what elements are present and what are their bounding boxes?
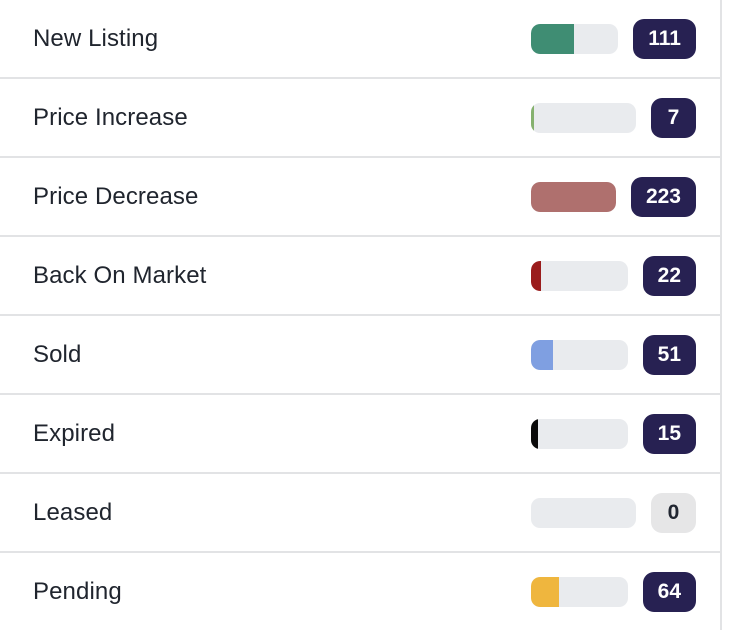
stat-bar-track	[531, 418, 628, 449]
stat-count-badge: 15	[642, 413, 696, 454]
stat-label: Sold	[33, 340, 82, 368]
stat-count-badge: 111	[633, 18, 696, 59]
stat-bar-track	[531, 260, 628, 291]
stat-label: New Listing	[33, 24, 159, 52]
stat-visual: 64	[531, 571, 696, 612]
stat-row[interactable]: Price Increase 7	[0, 79, 720, 158]
stat-visual: 223	[531, 176, 696, 217]
stat-bar-fill	[531, 102, 535, 133]
stat-visual: 15	[531, 413, 696, 454]
stat-visual: 0	[531, 492, 696, 533]
stat-visual: 111	[531, 18, 696, 59]
stat-bar-track	[531, 497, 636, 528]
stat-bar-track	[531, 102, 636, 133]
stat-bar-track	[531, 181, 616, 212]
stat-bar-fill	[531, 260, 541, 291]
stat-bar-fill	[531, 23, 575, 54]
stat-row[interactable]: Back On Market 22	[0, 237, 720, 316]
stat-row[interactable]: Pending 64	[0, 553, 720, 630]
stat-row[interactable]: Sold 51	[0, 316, 720, 395]
stat-label: Price Increase	[33, 103, 188, 131]
stat-bar-fill	[531, 181, 616, 212]
stat-bar-fill	[531, 576, 559, 607]
stat-visual: 51	[531, 334, 696, 375]
stat-bar-track	[531, 339, 628, 370]
stat-row[interactable]: Price Decrease 223	[0, 158, 720, 237]
stat-row[interactable]: Expired 15	[0, 395, 720, 474]
stat-bar-track	[531, 23, 619, 54]
stat-count-badge: 22	[642, 255, 696, 296]
stat-bar-fill	[531, 418, 538, 449]
stat-count-badge: 0	[651, 492, 696, 533]
stat-label: Leased	[33, 498, 113, 526]
stat-label: Expired	[33, 419, 116, 447]
stat-count-badge: 223	[630, 176, 696, 217]
stat-label: Back On Market	[33, 261, 207, 289]
stat-label: Pending	[33, 577, 122, 605]
stat-row[interactable]: New Listing 111	[0, 0, 720, 79]
stat-row[interactable]: Leased 0	[0, 474, 720, 553]
stat-visual: 22	[531, 255, 696, 296]
stat-visual: 7	[531, 97, 696, 138]
stat-count-badge: 64	[642, 571, 696, 612]
stat-count-badge: 51	[642, 334, 696, 375]
stat-label: Price Decrease	[33, 182, 199, 210]
stat-bar-fill	[531, 339, 554, 370]
stat-count-badge: 7	[651, 97, 696, 138]
stat-bar-track	[531, 576, 628, 607]
